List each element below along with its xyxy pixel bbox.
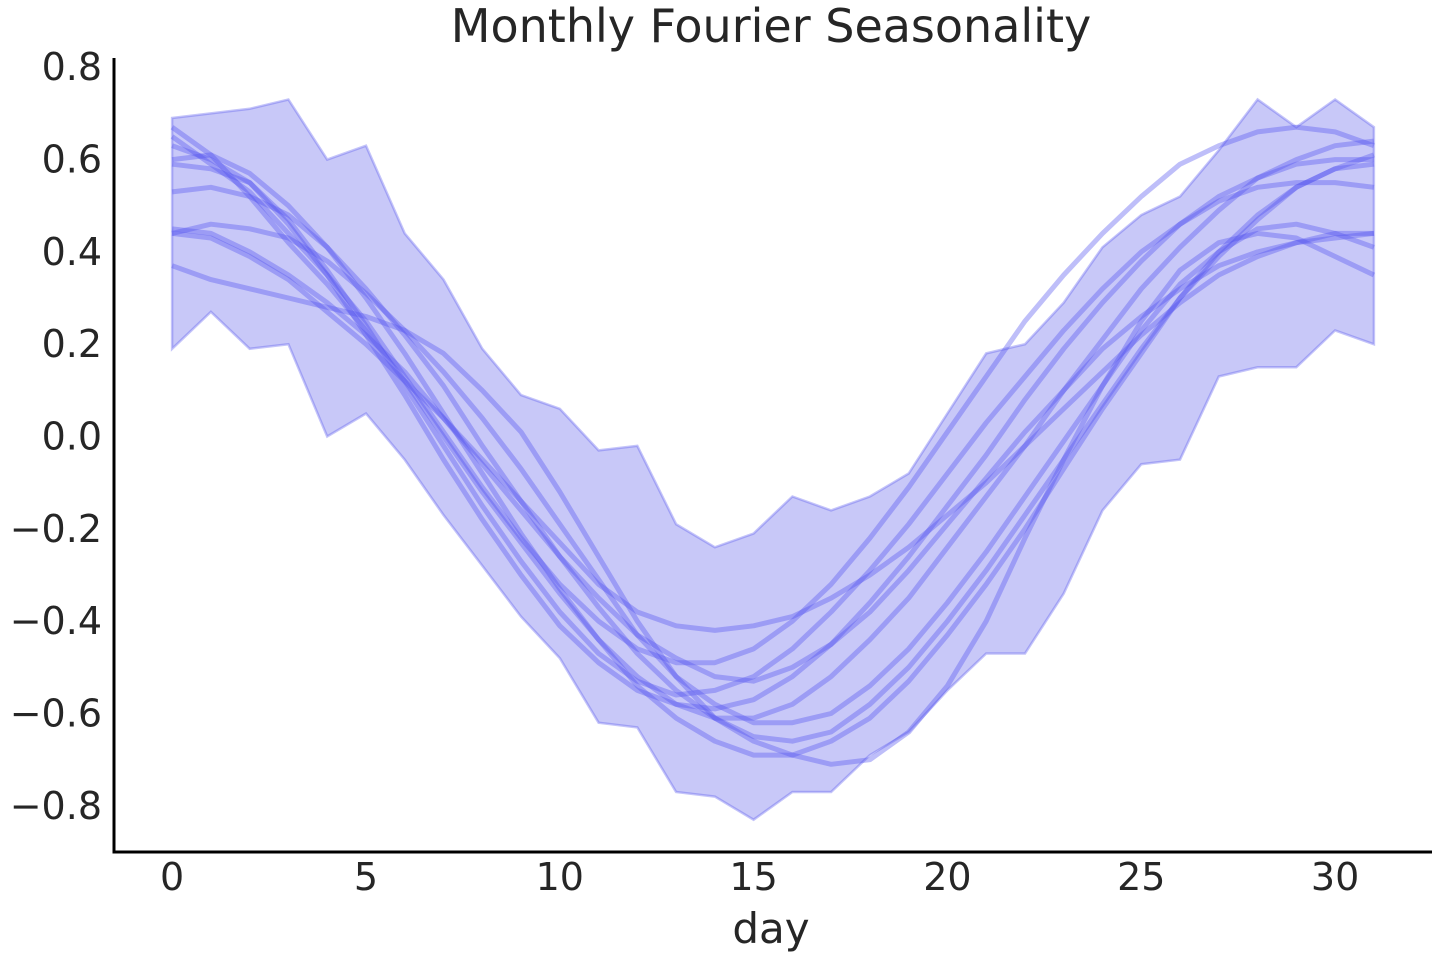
- series-line-3: [171, 152, 1375, 758]
- x-tick-label: 10: [536, 855, 584, 899]
- series-line-2: [170, 124, 1375, 666]
- series-line-8: [171, 230, 1375, 767]
- x-tick-label: 15: [729, 855, 777, 899]
- x-tick-label: 30: [1311, 855, 1359, 899]
- y-ticks: 0.8 0.6 0.4 0.2 0.0 −0.2 −0.4 −0.6 −0.8: [10, 45, 102, 828]
- y-tick-label: −0.4: [10, 599, 102, 643]
- y-tick-label: 0.8: [42, 45, 102, 89]
- x-axis-label: day: [732, 904, 809, 953]
- series-line-6: [171, 226, 1375, 684]
- x-tick-label: 25: [1117, 855, 1165, 899]
- chart-title: Monthly Fourier Seasonality: [451, 0, 1091, 53]
- series-lines-layer: [170, 124, 1375, 767]
- y-tick-label: −0.6: [10, 692, 102, 736]
- x-tick-label: 0: [160, 855, 184, 899]
- y-tick-label: 0.2: [42, 322, 102, 366]
- uncertainty-band-layer: [170, 97, 1376, 822]
- series-line-9: [171, 143, 1374, 712]
- y-tick-label: −0.2: [10, 507, 102, 551]
- series-line-1: [170, 125, 1375, 721]
- series-line-7: [171, 221, 1375, 726]
- y-tick-label: 0.4: [42, 230, 102, 274]
- x-ticks: 0 5 10 15 20 25 30: [160, 855, 1359, 899]
- y-tick-label: −0.8: [10, 784, 102, 828]
- x-tick-label: 20: [923, 855, 971, 899]
- y-tick-label: 0.6: [42, 138, 102, 182]
- series-line-5: [171, 152, 1375, 744]
- x-tick-label: 5: [354, 855, 378, 899]
- series-line-10: [171, 230, 1374, 633]
- series-line-4: [171, 161, 1375, 698]
- axes: [112, 58, 1432, 854]
- uncertainty-band: [170, 97, 1376, 822]
- y-tick-label: 0.0: [42, 415, 102, 459]
